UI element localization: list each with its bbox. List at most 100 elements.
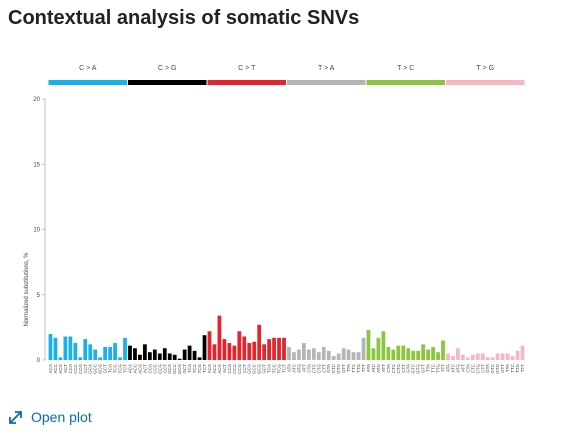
- bar: [113, 343, 117, 360]
- x-tick-label: ATC: [371, 363, 376, 372]
- bar: [138, 354, 142, 360]
- x-tick-label: GTC: [331, 363, 336, 373]
- x-tick-label: TTC: [351, 363, 356, 372]
- bar: [485, 357, 490, 360]
- bar: [505, 353, 510, 360]
- x-tick-label: GCG: [177, 364, 182, 375]
- group-label: C > T: [238, 65, 256, 72]
- x-tick-label: ATG: [296, 364, 301, 373]
- bar: [292, 352, 296, 360]
- bar: [426, 349, 430, 360]
- bar: [212, 344, 217, 360]
- bar: [68, 336, 73, 360]
- bar: [306, 349, 311, 360]
- group-label: C > A: [79, 65, 97, 72]
- x-tick-label: CCG: [237, 364, 242, 374]
- x-tick-label: GCG: [98, 364, 103, 375]
- x-tick-label: GCT: [182, 364, 187, 374]
- x-tick-label: ATA: [366, 364, 371, 372]
- bar: [470, 354, 475, 360]
- bar: [73, 343, 78, 360]
- x-tick-label: ATC: [291, 363, 296, 372]
- x-tick-label: CTG: [316, 364, 321, 374]
- x-tick-label: ACT: [63, 364, 68, 373]
- y-tick-label: 0: [37, 358, 41, 364]
- bar: [147, 352, 152, 360]
- x-tick-label: GTT: [500, 364, 505, 373]
- bar: [356, 352, 361, 360]
- bar: [53, 337, 58, 360]
- x-tick-label: ATC: [450, 363, 455, 372]
- bar: [197, 357, 202, 360]
- group-label: T > G: [476, 65, 494, 72]
- bar: [376, 337, 381, 360]
- x-tick-label: GCT: [103, 364, 108, 374]
- x-tick-label: ACT: [142, 364, 147, 373]
- x-tick-label: GTG: [336, 364, 341, 374]
- bar: [436, 352, 440, 360]
- x-tick-label: ACT: [222, 364, 227, 373]
- bar: [108, 346, 112, 360]
- bar: [232, 345, 237, 360]
- x-tick-label: GCA: [167, 364, 172, 374]
- bar: [386, 346, 391, 360]
- bar: [510, 356, 515, 360]
- x-tick-label: CTG: [396, 364, 401, 374]
- x-tick-label: ACC: [132, 363, 137, 373]
- x-tick-label: TCG: [118, 364, 123, 374]
- x-tick-label: CTT: [480, 364, 485, 373]
- bar: [63, 336, 68, 360]
- x-tick-label: ACG: [137, 364, 142, 374]
- bar: [152, 349, 157, 360]
- x-tick-label: CCT: [242, 364, 247, 373]
- bar: [277, 337, 281, 360]
- bar: [490, 357, 495, 360]
- bar: [222, 339, 227, 360]
- bar: [302, 343, 306, 360]
- bar: [366, 329, 371, 360]
- x-tick-label: CCT: [162, 364, 167, 373]
- bar: [451, 356, 455, 360]
- x-tick-label: CCT: [83, 364, 88, 373]
- bar: [480, 353, 485, 360]
- x-tick-label: ATT: [301, 364, 306, 372]
- y-tick-label: 10: [33, 228, 40, 234]
- bar: [475, 353, 480, 360]
- bar: [331, 356, 336, 360]
- x-tick-label: ACC: [53, 363, 58, 373]
- x-tick-label: GTA: [485, 364, 490, 373]
- x-tick-label: GTT: [341, 364, 346, 373]
- x-tick-label: TCG: [277, 364, 282, 374]
- x-tick-label: CTA: [306, 364, 311, 373]
- y-tick-label: 5: [37, 293, 41, 299]
- x-tick-label: CTC: [470, 363, 475, 373]
- bar: [88, 344, 93, 360]
- bar: [247, 343, 252, 360]
- x-tick-label: TTA: [346, 364, 351, 372]
- bar: [441, 340, 445, 360]
- x-tick-label: TCT: [282, 364, 287, 373]
- bar: [515, 350, 520, 360]
- bar: [257, 324, 262, 360]
- x-tick-label: ATT: [381, 364, 386, 372]
- bar: [172, 354, 177, 360]
- x-tick-label: GCC: [172, 363, 177, 374]
- x-tick-label: CCG: [157, 364, 162, 374]
- group-label: C > G: [158, 65, 176, 72]
- x-tick-label: ACA: [207, 364, 212, 373]
- x-tick-label: ACG: [58, 364, 63, 374]
- bar: [406, 348, 411, 360]
- bar: [242, 336, 247, 360]
- x-tick-label: GTG: [416, 364, 421, 374]
- x-tick-label: CCC: [73, 363, 78, 373]
- x-tick-label: TCC: [192, 363, 197, 373]
- open-plot-link[interactable]: Open plot: [8, 409, 92, 425]
- bar: [227, 343, 232, 360]
- expand-icon: [9, 410, 22, 424]
- bar: [456, 348, 460, 360]
- group-band: [48, 80, 127, 85]
- bar: [396, 345, 401, 360]
- bar: [267, 339, 271, 360]
- x-tick-label: CTC: [391, 363, 396, 373]
